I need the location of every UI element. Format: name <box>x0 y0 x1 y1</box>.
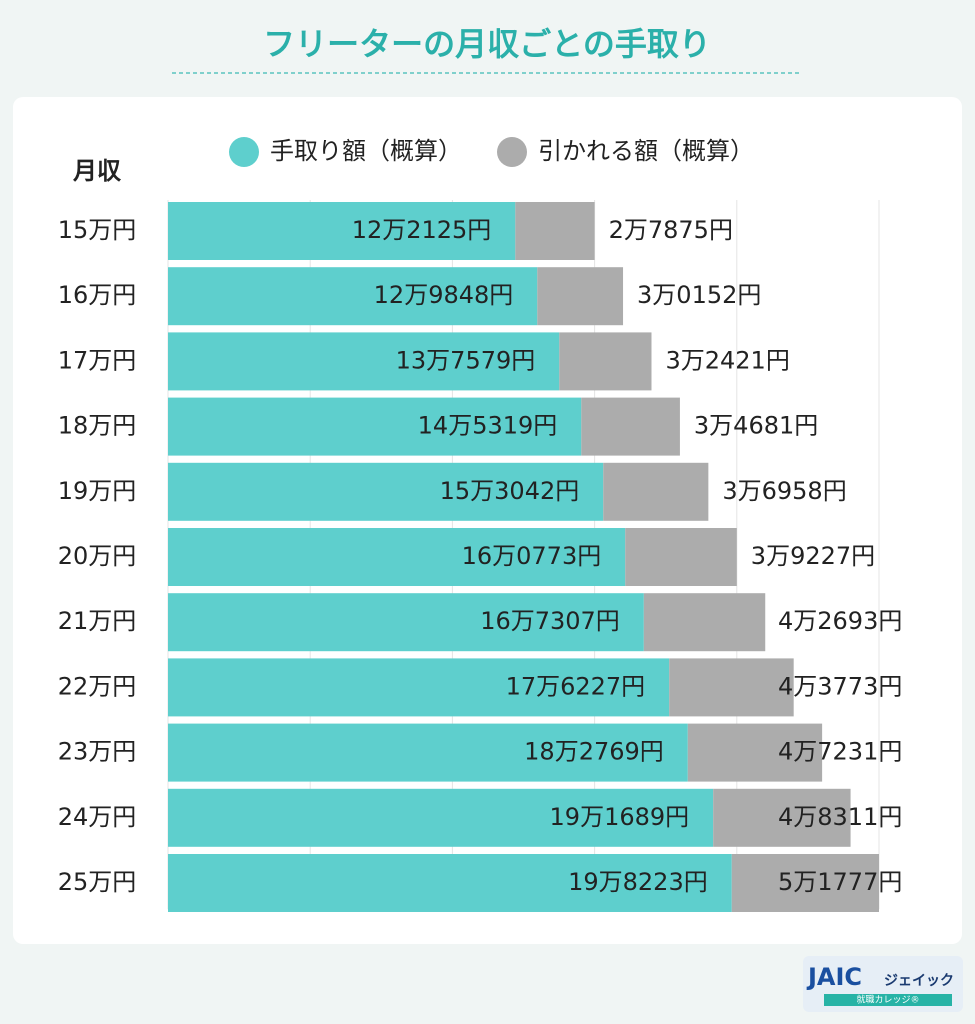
y-tick-label: 19万円 <box>58 477 137 505</box>
bar-segment <box>559 332 652 391</box>
y-tick-label: 25万円 <box>58 868 137 896</box>
y-tick-label: 22万円 <box>58 672 137 700</box>
value-label: 16万7307円 <box>480 607 620 635</box>
bar-segment <box>168 854 732 912</box>
bar-segment <box>168 267 538 326</box>
bar-segment <box>168 332 560 391</box>
value-label: 5万1777円 <box>778 868 902 896</box>
value-label: 4万2693円 <box>778 607 902 635</box>
bar-segment <box>643 593 766 652</box>
bar-segment <box>581 397 680 456</box>
bar-segment <box>625 528 737 586</box>
legend-label: 手取り額（概算） <box>270 137 462 165</box>
plot: 手取り額（概算） 引かれる額（概算） 15万円 12万2125円 2万7875円 16万円… <box>58 137 902 912</box>
value-label: 19万1689円 <box>550 803 690 831</box>
y-axis-label: 月収 <box>72 157 122 185</box>
bar-segment <box>168 723 688 782</box>
y-tick-label: 23万円 <box>58 738 137 766</box>
y-tick-label: 18万円 <box>58 412 137 440</box>
y-tick-label: 20万円 <box>58 542 137 570</box>
value-label: 15万3042円 <box>440 477 580 505</box>
y-tick-label: 16万円 <box>58 281 137 309</box>
chart-title: フリーターの月収ごとの手取り <box>263 25 711 63</box>
bar-segment <box>168 397 582 456</box>
value-label: 3万2421円 <box>665 346 789 374</box>
bar-segment <box>515 202 595 260</box>
value-label: 12万9848円 <box>374 281 514 309</box>
y-tick-label: 17万円 <box>58 346 137 374</box>
logo-band <box>824 994 952 1006</box>
logo-mark: JAIC <box>806 963 862 991</box>
value-label: 12万2125円 <box>352 216 492 244</box>
value-label: 13万7579円 <box>396 346 536 374</box>
bar-segment <box>168 593 644 652</box>
value-label: 14万5319円 <box>418 412 558 440</box>
value-label: 18万2769円 <box>524 738 664 766</box>
value-label: 17万6227円 <box>506 672 646 700</box>
bar-segment <box>537 267 624 326</box>
bar-segment <box>168 788 714 847</box>
bar-segment <box>603 462 709 521</box>
bar-segment <box>731 854 879 912</box>
bar-segment <box>168 462 604 521</box>
y-tick-label: 15万円 <box>58 216 137 244</box>
value-label: 4万8311円 <box>778 803 902 831</box>
bar-segment <box>669 658 794 717</box>
logo-name: ジェイック <box>884 973 954 989</box>
bar-segment <box>168 528 626 586</box>
legend-swatch <box>229 137 259 167</box>
value-label: 16万0773円 <box>462 542 602 570</box>
value-label: 4万7231円 <box>778 738 902 766</box>
bar-segment <box>713 788 851 847</box>
bar-segment <box>168 202 516 260</box>
y-tick-label: 21万円 <box>58 607 137 635</box>
bar-segment <box>687 723 823 782</box>
value-label: 3万9227円 <box>751 542 875 570</box>
value-label: 3万0152円 <box>637 281 761 309</box>
y-tick-label: 24万円 <box>58 803 137 831</box>
value-label: 3万6958円 <box>722 477 846 505</box>
logo-tagline: 就職カレッジ® <box>856 994 919 1006</box>
value-label: 2万7875円 <box>609 216 733 244</box>
value-label: 4万3773円 <box>778 672 902 700</box>
bar-segment <box>168 658 670 717</box>
legend-label: 引かれる額（概算） <box>538 137 754 165</box>
value-label: 3万4681円 <box>694 412 818 440</box>
legend-swatch <box>497 137 527 167</box>
value-label: 19万8223円 <box>568 868 708 896</box>
